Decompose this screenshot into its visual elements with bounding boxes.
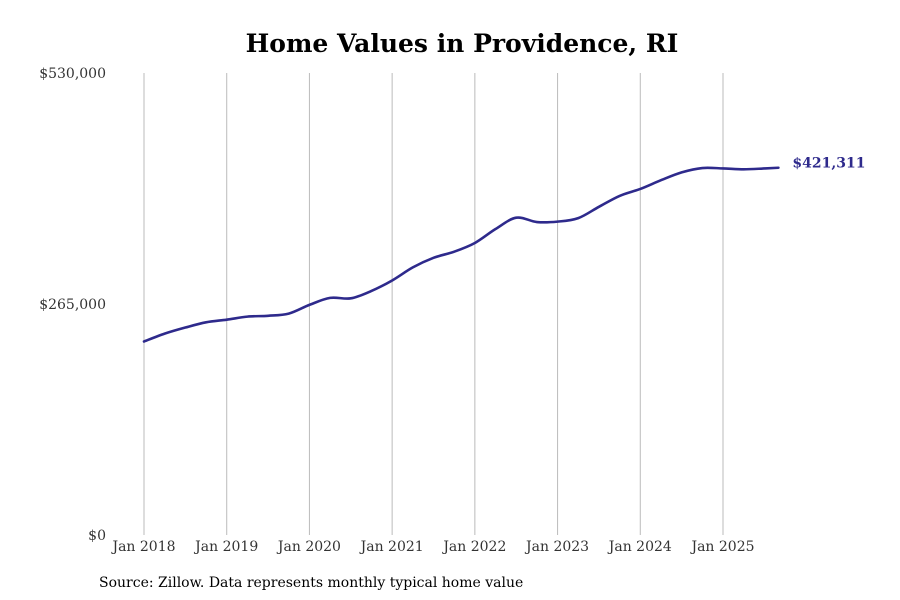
y-axis-tick-labels: $0 $265,000 $530,000 [39, 66, 106, 544]
gridlines [143, 73, 724, 535]
x-axis-tick-labels: Jan 2018 Jan 2019 Jan 2020 Jan 2021 Jan 2022… [110, 539, 754, 555]
y-tick-label-2: $530,000 [39, 66, 106, 82]
series-line-0 [142, 166, 780, 343]
source-note: Source: Zillow. Data represents monthly … [99, 575, 523, 591]
x-tick-label-2018: Jan 2018 [110, 539, 175, 555]
x-tick-label-2019: Jan 2019 [193, 539, 258, 555]
x-tick-label-2024: Jan 2024 [607, 539, 672, 555]
x-tick-label-2021: Jan 2021 [359, 539, 424, 555]
x-tick-label-2025: Jan 2025 [689, 539, 754, 555]
y-tick-label-1: $265,000 [39, 297, 106, 313]
end-value-label: $421,311 [792, 156, 865, 172]
x-tick-label-2022: Jan 2022 [441, 539, 506, 555]
x-tick-label-2020: Jan 2020 [276, 539, 341, 555]
x-tick-label-2023: Jan 2023 [524, 539, 589, 555]
chart-title: Home Values in Providence, RI [246, 29, 679, 58]
series-layer [142, 166, 780, 343]
y-tick-label-0: $0 [88, 528, 106, 544]
